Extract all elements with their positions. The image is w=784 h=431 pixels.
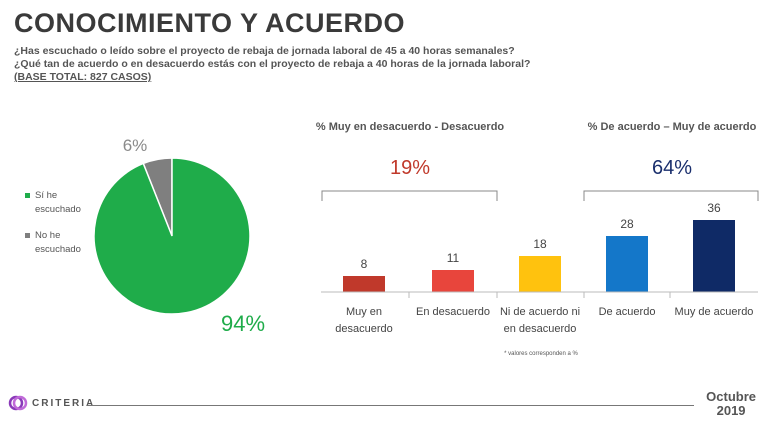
question-agreement: ¿Qué tan de acuerdo o en desacuerdo está…: [14, 58, 531, 70]
criteria-logo: CRITERIA: [8, 394, 95, 412]
group-title-0: % Muy en desacuerdo - Desacuerdo: [316, 121, 505, 133]
pie-label-not-heard: 6%: [123, 136, 148, 155]
legend-label-0-line1: Sí he: [35, 190, 57, 201]
footer-divider: [88, 405, 694, 406]
bar-2: [519, 256, 561, 292]
base-total: (BASE TOTAL: 827 CASOS): [14, 71, 152, 83]
page-title: CONOCIMIENTO Y ACUERDO: [14, 8, 406, 38]
bar-footnote: * valores corresponden a %: [504, 351, 578, 357]
legend-swatch-1: [25, 233, 30, 238]
report-year: 2019: [716, 403, 746, 418]
category-label-2-line1: en desacuerdo: [504, 323, 577, 335]
legend-label-1-line1: No he: [35, 230, 60, 241]
group-bracket-0: [321, 190, 498, 201]
pie-label-heard: 94%: [221, 311, 265, 336]
category-label-0-line1: desacuerdo: [335, 323, 393, 335]
report-date: Octubre 2019: [706, 390, 756, 418]
legend-label-0-line2: escuchado: [35, 204, 81, 215]
group-bracket-1: [583, 190, 759, 201]
report-month: Octubre: [706, 389, 756, 404]
brand-name: CRITERIA: [32, 397, 96, 409]
bar-1: [432, 270, 474, 292]
bar-value-4: 36: [707, 201, 721, 215]
category-label-3-line0: De acuerdo: [599, 306, 656, 318]
group-total-0: 19%: [390, 157, 430, 179]
bar-0: [343, 276, 385, 292]
bar-value-1: 11: [447, 251, 460, 265]
bar-value-3: 28: [620, 217, 634, 231]
bar-value-2: 18: [533, 237, 547, 251]
legend-swatch-0: [25, 193, 30, 198]
bar-4: [693, 220, 735, 292]
legend-label-1-line2: escuchado: [35, 244, 81, 255]
category-label-0-line0: Muy en: [346, 306, 382, 318]
category-label-1-line0: En desacuerdo: [416, 306, 490, 318]
question-awareness: ¿Has escuchado o leído sobre el proyecto…: [14, 45, 515, 57]
criteria-logo-icon: [8, 395, 28, 411]
group-title-1: % De acuerdo – Muy de acuerdo: [588, 121, 757, 133]
pie-slice-heard: [93, 157, 251, 315]
bar-3: [606, 236, 648, 292]
category-label-2-line0: Ni de acuerdo ni: [500, 306, 580, 318]
category-label-4-line0: Muy de acuerdo: [675, 306, 754, 318]
group-total-1: 64%: [652, 157, 692, 179]
bar-value-0: 8: [361, 257, 368, 271]
